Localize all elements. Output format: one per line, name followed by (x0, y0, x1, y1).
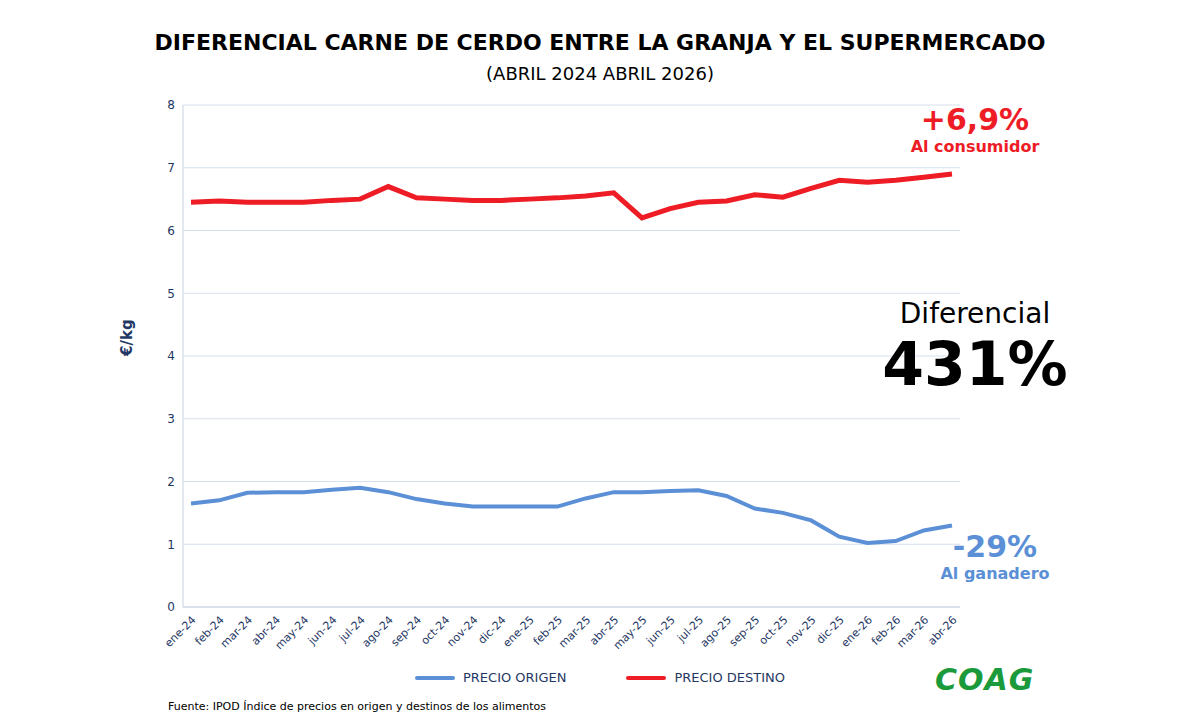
svg-text:abr-24: abr-24 (248, 613, 284, 648)
html-text:PRECIO ORIGEN: PRECIO ORIGEN (463, 670, 567, 685)
html-text:Fuente: IPOD Índice de precios: Fuente: IPOD Índice de precios en origen… (168, 700, 546, 713)
html-text:431%: 431% (882, 329, 1068, 400)
svg-text:may-25: may-25 (611, 613, 650, 652)
svg-text:jun-25: jun-25 (643, 613, 678, 648)
html-text:(ABRIL 2024 ABRIL 2026): (ABRIL 2024 ABRIL 2026) (486, 63, 714, 84)
svg-text:4: 4 (167, 349, 175, 363)
svg-text:ene-26: ene-26 (839, 613, 875, 649)
svg-text:€/kg: €/kg (118, 319, 136, 357)
svg-text:dic-24: dic-24 (475, 613, 509, 647)
svg-text:mar-24: mar-24 (218, 613, 255, 650)
svg-text:6: 6 (167, 224, 175, 238)
svg-text:mar-26: mar-26 (895, 613, 932, 650)
svg-text:ago-24: ago-24 (359, 613, 396, 650)
html-text:Al consumidor: Al consumidor (910, 136, 1040, 156)
html-text:Al ganadero: Al ganadero (940, 563, 1050, 583)
svg-text:8: 8 (167, 98, 175, 112)
svg-text:jul-25: jul-25 (674, 613, 706, 645)
svg-text:2: 2 (167, 475, 175, 489)
svg-text:oct-25: oct-25 (756, 613, 791, 648)
svg-text:ene-24: ene-24 (162, 613, 198, 649)
svg-text:jun-24: jun-24 (305, 613, 340, 648)
svg-text:sep-25: sep-25 (727, 613, 763, 649)
svg-text:0: 0 (167, 600, 175, 614)
svg-text:feb-25: feb-25 (530, 613, 566, 648)
svg-text:ago-25: ago-25 (698, 613, 735, 650)
svg-text:7: 7 (167, 161, 175, 175)
svg-text:feb-24: feb-24 (192, 613, 227, 648)
html-text:-29%: -29% (952, 529, 1038, 564)
svg-text:1: 1 (167, 538, 175, 552)
svg-text:oct-24: oct-24 (418, 613, 453, 648)
svg-text:nov-25: nov-25 (783, 613, 819, 649)
svg-text:sep-24: sep-24 (388, 613, 424, 649)
svg-text:abr-25: abr-25 (587, 613, 622, 648)
svg-text:feb-26: feb-26 (868, 613, 904, 648)
svg-text:nov-24: nov-24 (445, 613, 481, 649)
svg-text:5: 5 (167, 287, 175, 301)
svg-text:ene-25: ene-25 (500, 613, 536, 649)
html-text:Diferencial: Diferencial (899, 297, 1051, 330)
svg-text:mar-25: mar-25 (556, 613, 593, 650)
svg-text:jul-24: jul-24 (336, 613, 368, 645)
svg-text:may-24: may-24 (273, 613, 312, 652)
svg-text:dic-25: dic-25 (813, 613, 847, 647)
html-text:+6,9%: +6,9% (920, 102, 1030, 137)
html-text:PRECIO DESTINO: PRECIO DESTINO (674, 670, 785, 685)
html-text:DIFERENCIAL CARNE DE CERDO ENT: DIFERENCIAL CARNE DE CERDO ENTRE LA GRAN… (154, 30, 1046, 55)
svg-text:abr-26: abr-26 (925, 613, 959, 647)
html-text:COAG: COAG (935, 662, 1035, 697)
svg-text:3: 3 (167, 412, 175, 426)
